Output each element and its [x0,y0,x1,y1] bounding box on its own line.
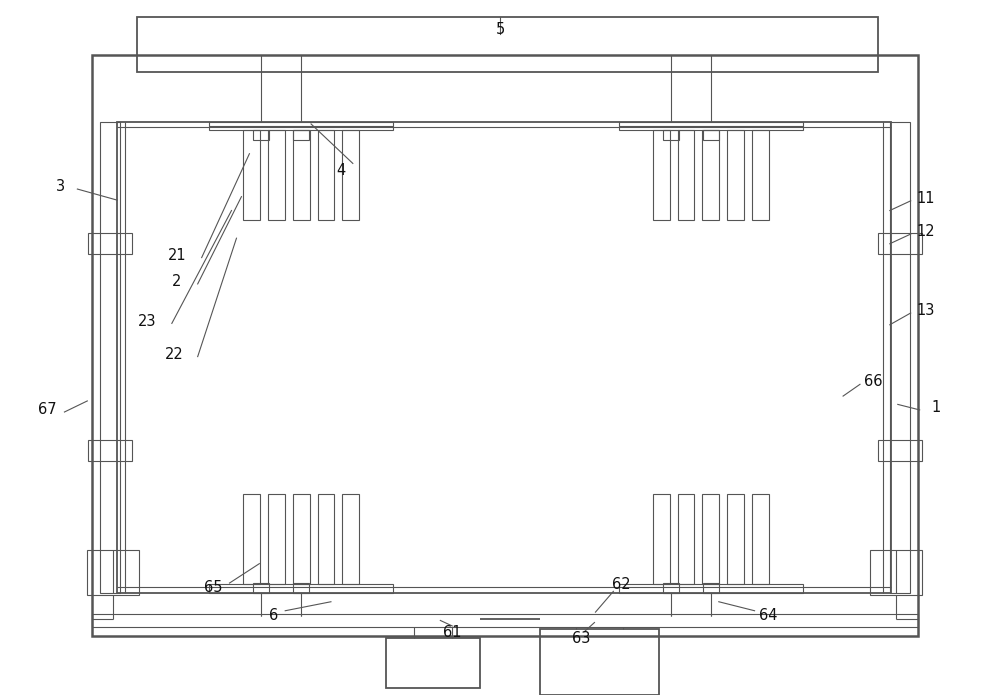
Bar [878,233,922,253]
Bar [386,639,480,688]
Text: 13: 13 [916,303,935,318]
Text: 12: 12 [916,224,935,239]
Text: 62: 62 [612,577,631,592]
Bar [619,122,803,131]
Bar [678,131,694,220]
Bar [727,131,744,220]
Bar [117,122,891,593]
Bar [870,550,922,595]
Bar [268,494,285,584]
Bar [100,122,120,593]
Bar [92,54,918,637]
Bar [92,614,918,628]
Text: 67: 67 [38,402,57,417]
Text: 63: 63 [572,631,591,646]
Bar [703,131,719,140]
Bar [243,131,260,220]
Bar [540,630,659,695]
Bar [703,583,719,593]
Bar [342,131,359,220]
Bar [342,494,359,584]
Bar [88,440,132,461]
Bar [663,583,679,593]
Bar [253,131,269,140]
Bar [209,584,393,593]
Bar [653,494,670,584]
Bar [293,583,309,593]
Bar [752,494,769,584]
Text: 4: 4 [336,163,346,178]
Bar [702,131,719,220]
Bar [88,233,132,253]
Bar [727,494,744,584]
Text: 6: 6 [269,608,278,623]
Text: 22: 22 [164,347,183,362]
Bar [318,131,334,220]
Text: 21: 21 [167,248,186,263]
Text: 1: 1 [931,401,940,415]
Bar [243,494,260,584]
Text: 5: 5 [495,22,505,36]
Bar [702,494,719,584]
Bar [293,131,309,140]
Bar [293,131,310,220]
Bar [253,583,269,593]
Bar [87,550,139,595]
Bar [209,122,393,131]
Text: 61: 61 [443,625,462,640]
Bar [293,494,310,584]
Text: 2: 2 [172,274,181,289]
Text: 64: 64 [759,608,778,623]
Text: 66: 66 [864,374,882,389]
Bar [890,122,910,593]
Bar [570,695,629,698]
Bar [678,494,694,584]
Bar [318,494,334,584]
Bar [878,440,922,461]
Bar [663,131,679,140]
Bar [752,131,769,220]
Text: 11: 11 [916,191,935,205]
Text: 3: 3 [56,179,65,194]
Bar [268,131,285,220]
Bar [137,17,878,72]
Bar [653,131,670,220]
Bar [619,584,803,593]
Text: 23: 23 [138,314,156,329]
Text: 65: 65 [204,581,223,595]
